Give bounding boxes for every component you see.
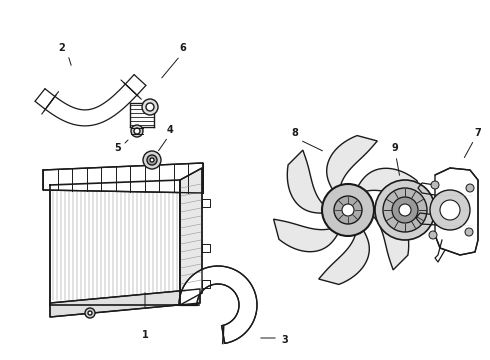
- Circle shape: [131, 125, 143, 137]
- Polygon shape: [179, 266, 257, 343]
- Text: 8: 8: [292, 128, 298, 138]
- Circle shape: [466, 184, 474, 192]
- Circle shape: [334, 196, 362, 224]
- Circle shape: [146, 103, 154, 111]
- Circle shape: [322, 184, 374, 236]
- Circle shape: [142, 99, 158, 115]
- Circle shape: [150, 158, 154, 162]
- Circle shape: [342, 204, 354, 216]
- Circle shape: [399, 204, 411, 216]
- Circle shape: [430, 190, 470, 230]
- Circle shape: [147, 155, 157, 165]
- Circle shape: [465, 228, 473, 236]
- Text: 1: 1: [142, 330, 148, 340]
- Circle shape: [431, 181, 439, 189]
- Polygon shape: [327, 136, 377, 193]
- Text: 9: 9: [392, 143, 398, 153]
- Circle shape: [392, 197, 418, 223]
- Circle shape: [440, 200, 460, 220]
- Polygon shape: [370, 207, 409, 270]
- Polygon shape: [318, 227, 369, 284]
- Circle shape: [143, 151, 161, 169]
- Circle shape: [134, 128, 140, 134]
- Circle shape: [375, 180, 435, 240]
- Circle shape: [429, 231, 437, 239]
- Circle shape: [88, 311, 92, 315]
- Circle shape: [383, 188, 427, 232]
- Text: 2: 2: [59, 43, 65, 53]
- Polygon shape: [43, 163, 203, 193]
- Polygon shape: [50, 180, 180, 305]
- Text: 6: 6: [180, 43, 186, 53]
- Text: 3: 3: [282, 335, 289, 345]
- Polygon shape: [356, 168, 422, 201]
- Polygon shape: [435, 168, 478, 255]
- Text: 7: 7: [475, 128, 481, 138]
- Polygon shape: [180, 168, 202, 305]
- Polygon shape: [273, 219, 340, 252]
- Circle shape: [85, 308, 95, 318]
- Polygon shape: [35, 75, 146, 126]
- Polygon shape: [287, 150, 326, 213]
- Text: 5: 5: [115, 143, 122, 153]
- Text: 4: 4: [167, 125, 173, 135]
- Polygon shape: [50, 289, 200, 317]
